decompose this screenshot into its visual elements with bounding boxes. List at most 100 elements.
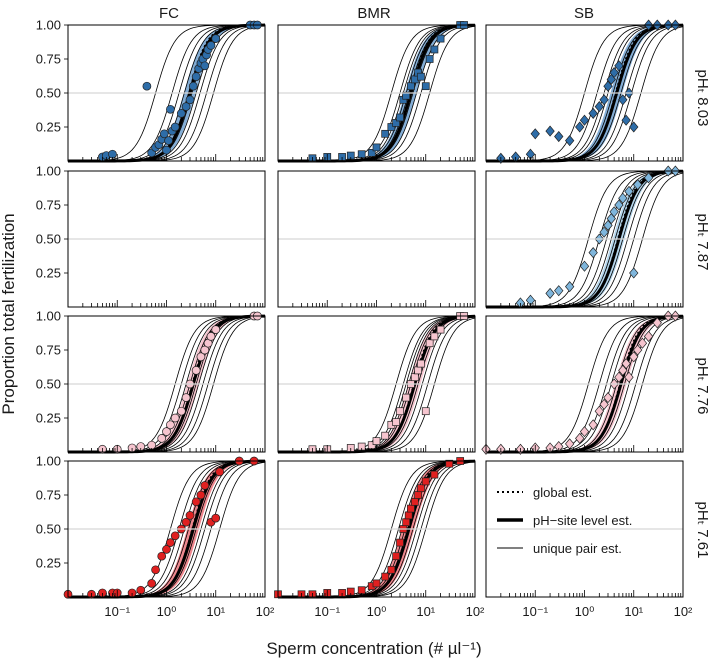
legend-label-unique-pair: unique pair est. bbox=[533, 541, 622, 556]
data-point bbox=[430, 470, 439, 479]
data-point bbox=[200, 61, 210, 71]
data-point bbox=[402, 91, 411, 100]
data-point bbox=[629, 121, 639, 133]
data-point bbox=[545, 442, 555, 454]
data-point bbox=[621, 114, 631, 126]
axis-ticks: 10⁻¹ 10⁰ 10¹ 10² 10⁻¹ 10⁰ 10¹ 10² 10⁻¹ 10⁰ 10¹ 10² 1… bbox=[36, 18, 693, 620]
data-point bbox=[588, 419, 598, 431]
unique-pair-curve bbox=[278, 25, 476, 162]
data-point bbox=[381, 431, 390, 440]
x-tick-label: 10¹ bbox=[206, 604, 225, 619]
x-tick-label: 10² bbox=[674, 604, 693, 619]
row-label-ph-8-03: pHₜ 8.03 bbox=[694, 70, 709, 127]
data-point bbox=[396, 538, 404, 547]
data-point bbox=[421, 477, 430, 486]
data-point bbox=[594, 405, 604, 417]
data-point bbox=[594, 101, 604, 113]
data-point bbox=[637, 337, 648, 349]
data-point bbox=[436, 325, 445, 334]
data-point bbox=[151, 565, 160, 575]
x-tick-label: 10⁰ bbox=[575, 604, 595, 619]
data-point bbox=[421, 82, 430, 91]
y-tick-label: 0.50 bbox=[36, 522, 61, 537]
data-point bbox=[191, 497, 201, 507]
data-point bbox=[618, 364, 628, 376]
data-point bbox=[579, 114, 590, 126]
y-tick-label: 0.75 bbox=[36, 198, 61, 213]
data-point bbox=[164, 136, 173, 145]
data-point bbox=[404, 511, 413, 520]
data-point bbox=[599, 94, 609, 106]
data-point bbox=[624, 371, 634, 383]
data-point bbox=[618, 192, 628, 204]
data-point bbox=[142, 81, 152, 91]
data-point bbox=[206, 41, 216, 50]
data-point bbox=[372, 437, 381, 445]
data-point bbox=[414, 491, 422, 499]
data-point bbox=[407, 82, 415, 91]
column-label-fc: FC bbox=[159, 5, 179, 22]
unique-pair-curve bbox=[278, 317, 476, 453]
data-point bbox=[414, 366, 422, 375]
data-point bbox=[430, 45, 439, 54]
data-point bbox=[159, 129, 169, 139]
column-label-sb: SB bbox=[574, 5, 594, 22]
data-point bbox=[410, 497, 419, 506]
data-point bbox=[632, 344, 643, 356]
row-label-ph-7-87: pHₜ 7.87 bbox=[694, 214, 709, 271]
data-point bbox=[211, 513, 221, 523]
row-label-ph-7-76: pHₜ 7.76 bbox=[694, 358, 709, 415]
y-tick-label: 0.25 bbox=[36, 411, 61, 426]
data-point bbox=[381, 572, 390, 581]
data-point bbox=[170, 413, 180, 423]
data-point bbox=[166, 538, 175, 547]
data-point bbox=[162, 545, 171, 554]
data-point bbox=[575, 432, 585, 444]
data-point bbox=[430, 332, 439, 341]
data-points bbox=[63, 19, 681, 599]
data-point bbox=[417, 72, 425, 81]
data-point bbox=[372, 143, 381, 152]
y-axis-title: Proportion total fertilization bbox=[0, 213, 18, 414]
data-point bbox=[621, 358, 631, 370]
data-point bbox=[387, 565, 396, 574]
y-tick-label: 0.50 bbox=[36, 377, 61, 392]
data-point bbox=[185, 511, 195, 520]
data-point bbox=[545, 125, 555, 137]
data-point bbox=[575, 121, 585, 133]
data-point bbox=[609, 67, 619, 79]
data-point bbox=[206, 332, 216, 341]
data-point bbox=[603, 219, 613, 231]
data-point bbox=[599, 398, 609, 410]
x-tick-label: 10² bbox=[256, 604, 275, 619]
data-point bbox=[579, 260, 590, 272]
data-point bbox=[515, 297, 526, 309]
data-point bbox=[530, 128, 540, 140]
data-point bbox=[643, 330, 654, 342]
data-point bbox=[407, 504, 415, 513]
data-point bbox=[445, 459, 454, 468]
data-point bbox=[402, 518, 411, 527]
data-point bbox=[367, 148, 376, 157]
x-tick-label: 10⁻¹ bbox=[314, 604, 340, 619]
data-point bbox=[421, 407, 430, 416]
data-point bbox=[200, 481, 210, 490]
data-point bbox=[629, 267, 639, 279]
y-tick-label: 0.25 bbox=[36, 266, 61, 281]
data-point bbox=[185, 95, 195, 105]
data-point bbox=[215, 467, 224, 477]
data-point bbox=[211, 34, 221, 43]
x-tick-label: 10² bbox=[466, 604, 485, 619]
legend-label-ph-site: pH−site level est. bbox=[533, 513, 632, 528]
data-point bbox=[191, 366, 201, 375]
legend: global est. pH−site level est. unique pa… bbox=[497, 485, 632, 556]
y-tick-label: 1.00 bbox=[36, 454, 61, 469]
data-point bbox=[614, 371, 624, 383]
data-point bbox=[176, 406, 186, 416]
data-point bbox=[554, 130, 564, 143]
data-point bbox=[629, 351, 639, 363]
data-point bbox=[603, 80, 613, 92]
data-point bbox=[181, 393, 191, 402]
data-point bbox=[181, 517, 191, 527]
x-tick-label: 10¹ bbox=[416, 604, 435, 619]
